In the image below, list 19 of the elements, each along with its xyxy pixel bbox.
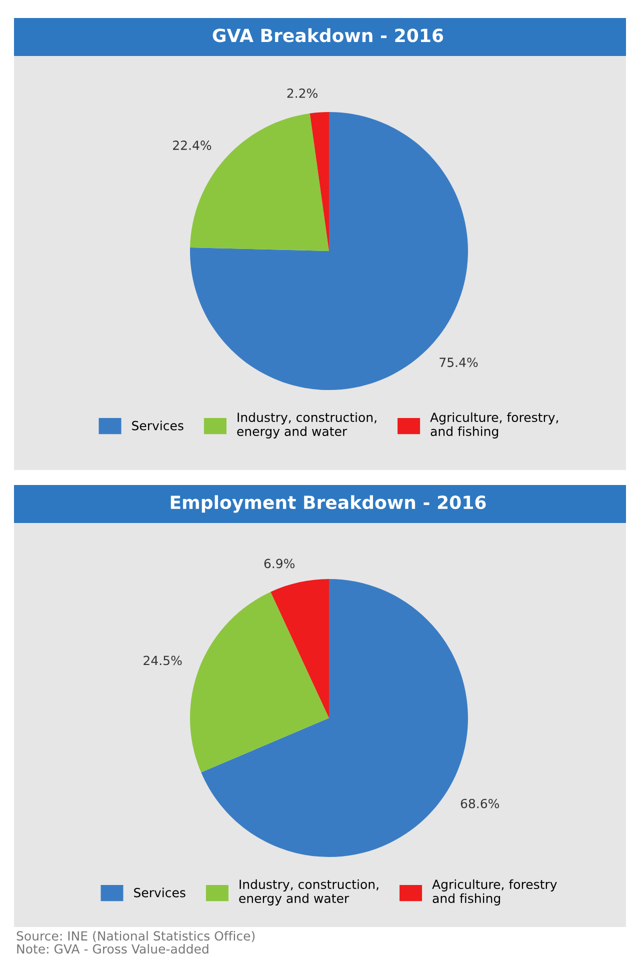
chart-title: GVA Breakdown - 2016 bbox=[212, 28, 444, 42]
legend-label: Agriculture, forestry, and fishing bbox=[430, 412, 558, 438]
data-label: 6.9% bbox=[264, 558, 295, 568]
chart-title: Employment Breakdown - 2016 bbox=[170, 495, 486, 513]
source-note: Source: INE (National Statistics Office) bbox=[16, 930, 255, 942]
pie-slice bbox=[190, 592, 329, 772]
legend-label: Agriculture, forestry and fishing bbox=[432, 879, 557, 906]
legend-label: Services bbox=[132, 420, 184, 430]
data-label: 22.4% bbox=[173, 140, 212, 150]
pie-slice bbox=[270, 579, 329, 718]
data-label: 75.4% bbox=[440, 358, 478, 368]
pie-slice bbox=[310, 112, 329, 251]
legend-label: Services bbox=[134, 888, 186, 898]
data-label: 68.6% bbox=[460, 798, 500, 808]
text: Note: GVA - Gross Value-added bbox=[17, 944, 208, 954]
data-label: 24.5% bbox=[144, 656, 182, 666]
legend-label: Industry, construction, energy and water bbox=[239, 879, 378, 906]
legend-label: Industry, construction, energy and water bbox=[237, 412, 376, 438]
data-label: 2.2% bbox=[287, 88, 318, 98]
